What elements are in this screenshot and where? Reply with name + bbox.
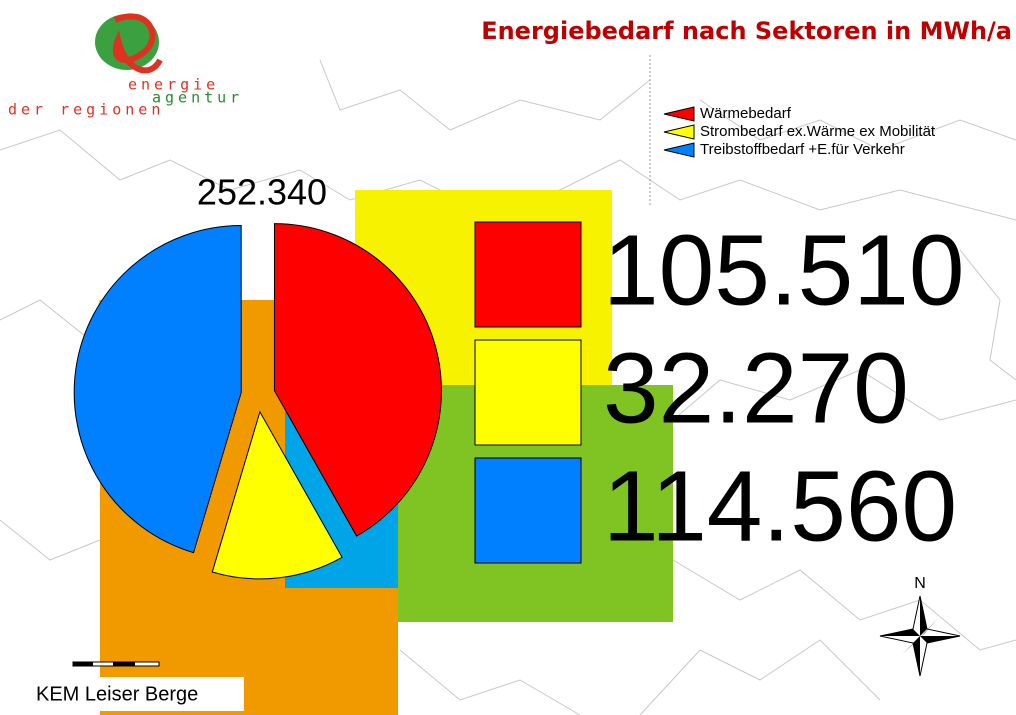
total-label: 252.340	[197, 172, 327, 213]
pie-slice	[273, 223, 442, 537]
scale-bar	[72, 661, 160, 667]
value-label: 32.270	[603, 332, 909, 444]
value-swatch	[474, 457, 582, 564]
pie-slice	[73, 225, 242, 554]
legend-icon	[663, 124, 695, 140]
scale-bar	[113, 662, 135, 666]
compass-rose	[880, 596, 960, 676]
legend-label: Wärmebedarf	[700, 105, 792, 122]
logo-text: der regionen	[8, 101, 164, 119]
value-label: 105.510	[603, 214, 964, 326]
region-label-box	[22, 677, 244, 711]
logo-shape	[112, 13, 163, 74]
compass: N	[879, 575, 961, 677]
logo-text: agentur	[152, 89, 243, 107]
value-swatch	[474, 221, 582, 328]
scale-bar	[73, 662, 93, 666]
legend-label: Treibstoffbedarf +E.für Verkehr	[700, 141, 905, 158]
region-label: KEM Leiser Berge	[36, 683, 198, 705]
compass-label: N	[914, 575, 926, 592]
legend-icon	[663, 142, 695, 158]
value-label: 114.560	[603, 450, 957, 562]
pie-slice	[211, 410, 343, 580]
logo: energie agentur der regionen	[8, 13, 243, 119]
logo-text: energie	[128, 76, 219, 94]
chart-title: Energiebedarf nach Sektoren in MWh/a	[481, 17, 1012, 45]
legend-label: Strombedarf ex.Wärme ex Mobilität	[700, 123, 936, 140]
value-swatch	[474, 339, 582, 446]
legend-icon	[663, 106, 695, 122]
